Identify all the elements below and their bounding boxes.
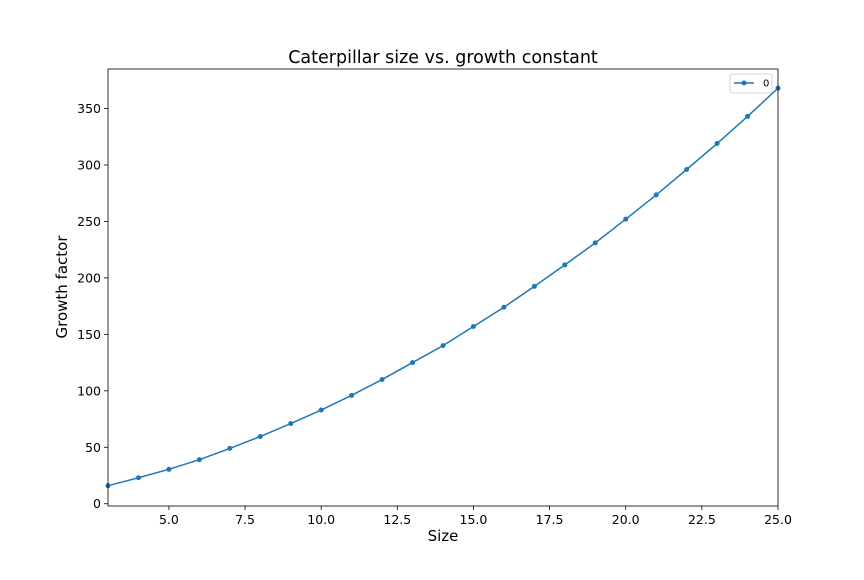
data-point (227, 445, 233, 451)
x-tick-label: 5.0 (159, 512, 179, 527)
data-point (196, 457, 202, 463)
x-tick-label: 17.5 (536, 512, 564, 527)
axis-ticks: 5.0 7.5 10.0 12.5 15.0 17.5 20.0 22.5 25.0 0 50 100… (77, 101, 792, 527)
x-tick-label: 22.5 (688, 512, 716, 527)
data-point (257, 434, 263, 440)
x-tick-label: 20.0 (612, 512, 640, 527)
data-point (318, 407, 324, 413)
y-tick-label: 50 (85, 440, 101, 455)
y-tick-label: 150 (77, 327, 101, 342)
y-tick-label: 200 (77, 270, 101, 285)
y-tick-label: 350 (77, 101, 101, 116)
data-point (349, 392, 355, 398)
data-point (440, 343, 446, 349)
axes-frame (107, 68, 779, 507)
data-point (623, 216, 629, 222)
data-point (379, 377, 385, 383)
legend-label: 0 (763, 79, 769, 90)
x-tick-label: 12.5 (383, 512, 411, 527)
data-point (135, 475, 141, 481)
data-point (288, 421, 294, 427)
legend: 0 (729, 73, 773, 94)
x-tick-label: 7.5 (235, 512, 255, 527)
y-axis-label: Growth factor (53, 235, 71, 339)
data-point (410, 360, 416, 366)
data-point (562, 262, 568, 268)
y-tick-label: 250 (77, 214, 101, 229)
data-point (714, 141, 720, 147)
x-tick-label: 10.0 (307, 512, 335, 527)
x-tick-label: 15.0 (460, 512, 488, 527)
y-tick-label: 100 (77, 383, 101, 398)
data-point (653, 192, 659, 198)
data-point (531, 283, 537, 289)
chart-title: Caterpillar size vs. growth constant (288, 48, 598, 68)
legend-marker (741, 80, 747, 86)
data-point (501, 304, 507, 310)
data-point (166, 466, 172, 472)
y-tick-label: 300 (77, 157, 101, 172)
data-point (592, 240, 598, 246)
plot-area (105, 85, 781, 489)
x-axis-label: Size (428, 527, 459, 545)
data-point (684, 166, 690, 172)
y-tick-label: 0 (93, 496, 101, 511)
data-point (470, 323, 476, 329)
x-tick-label: 25.0 (764, 512, 792, 527)
data-point (745, 113, 751, 119)
